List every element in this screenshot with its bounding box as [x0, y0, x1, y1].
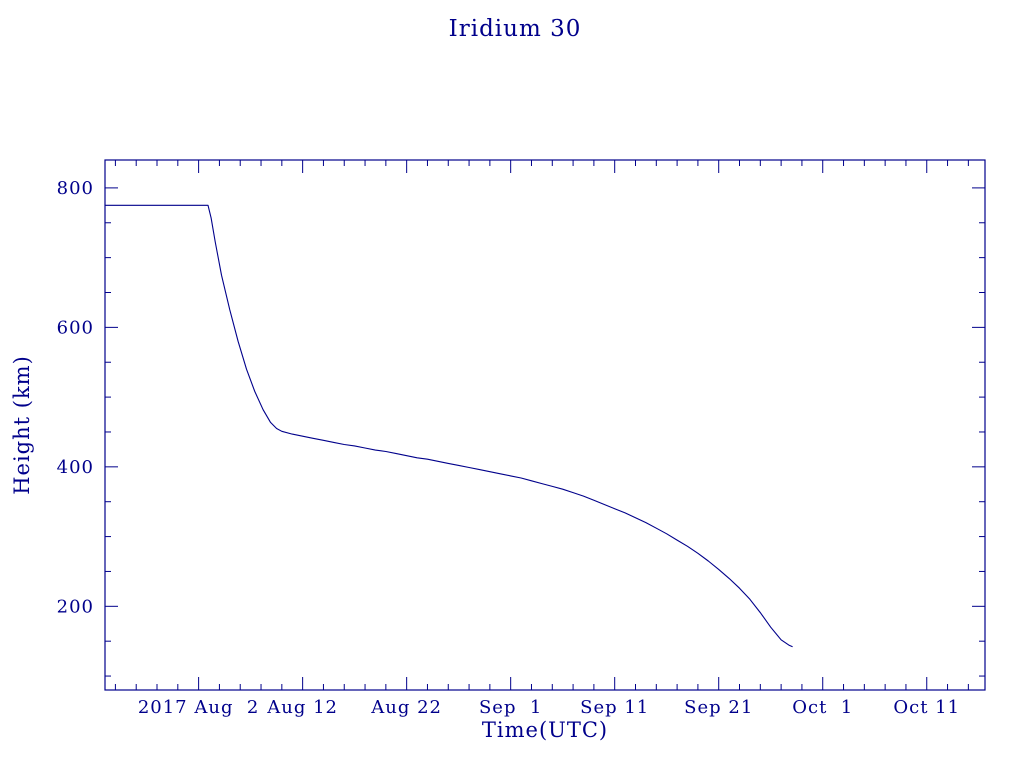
- y-tick-label: 600: [57, 317, 94, 338]
- y-axis-label: Height (km): [10, 355, 34, 495]
- x-tick-label: Sep 21: [684, 697, 753, 718]
- x-tick-label: Sep 1: [479, 697, 542, 718]
- x-tick-label: Sep 11: [580, 697, 649, 718]
- x-tick-label: Aug 22: [370, 697, 442, 718]
- height-curve: [105, 204, 793, 648]
- x-tick-label: Aug 12: [266, 697, 338, 718]
- y-tick-label: 400: [57, 457, 94, 478]
- x-tick-label: Oct 1: [792, 697, 853, 718]
- x-tick-label: Oct 11: [893, 697, 960, 718]
- y-tick-label: 800: [57, 178, 94, 199]
- x-tick-label: 2017 Aug 2: [138, 697, 260, 718]
- plot-frame: [104, 159, 986, 691]
- x-axis-label: Time(UTC): [481, 718, 609, 742]
- chart-title: Iridium 30: [448, 16, 582, 42]
- y-tick-label: 200: [57, 596, 94, 617]
